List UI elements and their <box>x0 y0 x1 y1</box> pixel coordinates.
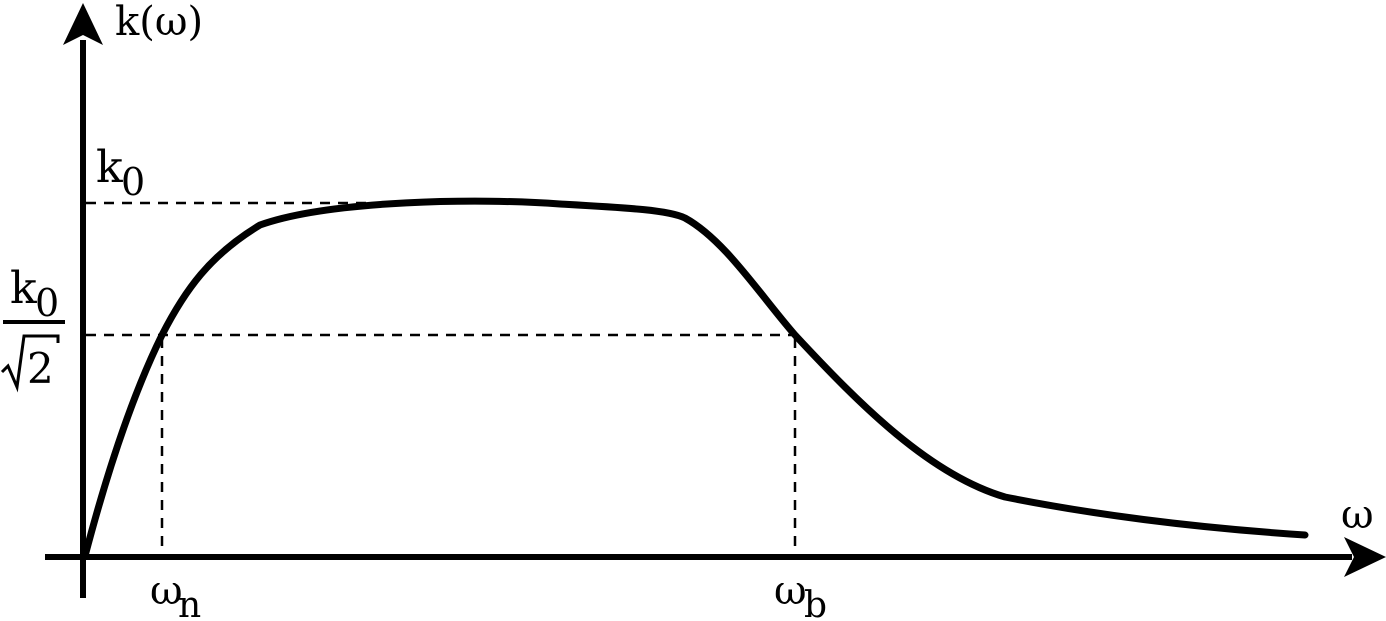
omega-b-label-sub: b <box>804 585 827 621</box>
y-axis-arrowhead <box>63 3 103 45</box>
k0-over-sqrt2-label: k 0 2 <box>0 263 65 393</box>
k0-label-sub: 0 <box>121 160 145 204</box>
k0-over-sqrt2-numerator-base: k <box>10 263 37 314</box>
k0-over-sqrt2-radicand: 2 <box>27 344 54 393</box>
omega-b-label: ω b <box>774 568 827 621</box>
omega-n-label-sub: n <box>178 585 201 621</box>
sqrt-radical-sign <box>0 334 60 393</box>
k0-over-sqrt2-numerator-sub: 0 <box>35 281 59 325</box>
response-curve <box>81 197 1309 560</box>
y-axis-label: k(ω) <box>115 0 203 45</box>
x-axis-label: ω <box>1341 492 1374 538</box>
k0-label: k 0 <box>96 142 145 204</box>
omega-b-label-base: ω <box>774 568 807 614</box>
x-axis-arrowhead <box>1344 537 1386 577</box>
omega-n-label-base: ω <box>150 568 183 614</box>
k0-label-base: k <box>96 142 123 193</box>
omega-n-label: ω n <box>150 568 201 621</box>
